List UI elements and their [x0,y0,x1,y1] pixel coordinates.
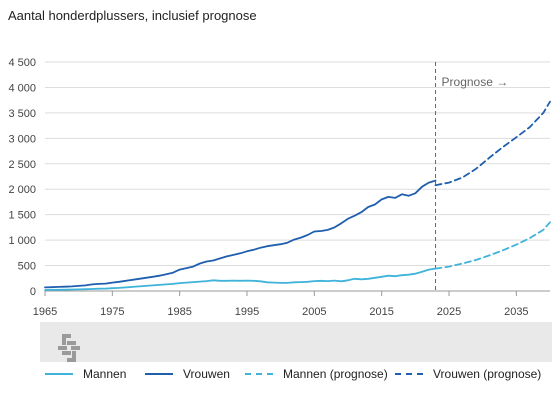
y-tick-label: 1 000 [8,235,36,247]
legend-item-vrouwen[interactable]: Vrouwen [145,362,230,386]
legend-swatch [245,373,273,375]
series-line-vrouwen-prognose [434,100,551,187]
y-tick-label: 1 500 [8,210,36,222]
x-tick-label: 2015 [369,306,393,318]
x-tick-label: 1975 [100,306,124,318]
series-line-mannen [44,267,437,291]
legend-item-vrouwen-prognose[interactable]: Vrouwen (prognose) [395,362,541,386]
x-tick-label: 1985 [167,306,191,318]
x-tick-label: 2035 [504,306,528,318]
series-line-mannen-prognose [434,221,551,270]
y-tick-label: 2 000 [8,184,36,196]
legend-item-mannen[interactable]: Mannen [45,362,126,386]
y-tick-label: 3 000 [8,133,36,145]
x-tick-label: 2025 [437,306,461,318]
y-tick-label: 2 500 [8,159,36,171]
series-line-vrouwen [44,179,437,289]
y-tick-label: 4 500 [8,57,36,69]
legend-swatch [45,373,73,375]
chart-title: Aantal honderdplussers, inclusief progno… [8,8,257,23]
x-tick-label: 2005 [302,306,326,318]
y-tick-label: 500 [18,261,36,273]
y-tick-label: 0 [30,286,36,298]
legend-item-mannen-prognose[interactable]: Mannen (prognose) [245,362,388,386]
y-tick-label: 3 500 [8,108,36,120]
cbs-logo-icon [58,334,80,362]
legend-swatch [395,373,423,375]
legend-label: Vrouwen [183,367,230,381]
chart-legend: Mannen Vrouwen Mannen (prognose) Vrouwen… [0,362,560,386]
prognose-annotation: Prognose → [442,75,509,89]
y-tick-label: 4 000 [8,82,36,94]
logo-band [40,322,552,362]
x-tick-label: 1965 [33,306,57,318]
legend-label: Mannen (prognose) [283,367,388,381]
legend-label: Mannen [83,367,127,381]
legend-swatch [145,373,173,375]
legend-label: Vrouwen (prognose) [433,367,542,381]
x-tick-label: 1995 [235,306,259,318]
